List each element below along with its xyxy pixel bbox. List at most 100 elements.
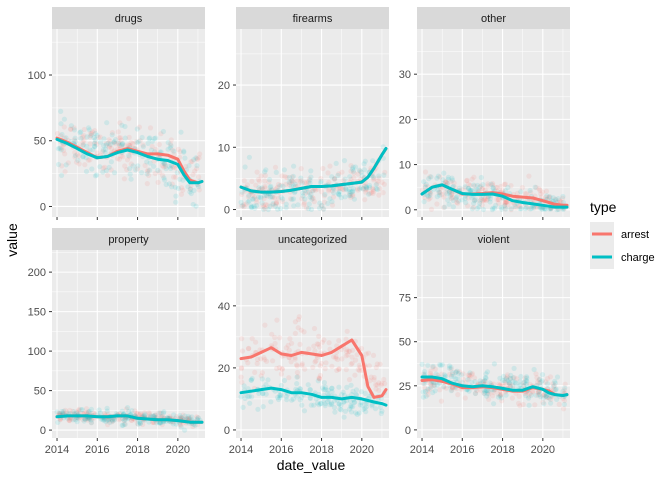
y-tick-label: 25 (399, 381, 411, 393)
data-point (283, 205, 289, 211)
data-point (86, 125, 92, 131)
data-point (501, 181, 507, 188)
data-point (80, 417, 86, 423)
data-point (455, 370, 461, 376)
data-point (369, 403, 375, 409)
data-point (165, 146, 171, 152)
data-point (247, 400, 253, 406)
x-tick-label: 2020 (350, 444, 374, 456)
data-point (425, 392, 431, 398)
data-point (149, 143, 155, 150)
data-point (307, 387, 313, 393)
data-point (275, 394, 281, 401)
data-point (328, 400, 335, 406)
data-point (479, 202, 485, 208)
data-point (345, 352, 351, 358)
data-point (162, 177, 168, 183)
data-point (341, 158, 348, 164)
data-point (285, 342, 291, 348)
data-point (540, 399, 546, 405)
data-point (424, 192, 430, 198)
data-point (489, 207, 495, 213)
data-point (489, 182, 496, 188)
data-point (379, 408, 385, 414)
data-point (132, 408, 138, 414)
data-point (516, 384, 522, 390)
data-point (435, 187, 441, 193)
facet-uncategorized: uncategorized 0 20 40 2014 2016 2018 2020 (218, 228, 389, 456)
data-point (376, 173, 382, 179)
data-point (307, 395, 313, 401)
data-point (260, 404, 266, 410)
data-point (242, 395, 248, 401)
data-point (350, 188, 356, 194)
data-point (139, 170, 145, 176)
data-point (107, 143, 113, 149)
x-tick-label: 2014 (45, 444, 69, 456)
data-point (511, 201, 518, 207)
data-point (480, 379, 486, 385)
strip-label-other: other (481, 13, 506, 25)
data-point (170, 164, 176, 170)
data-point (349, 354, 355, 360)
data-point (300, 193, 306, 199)
data-point (109, 417, 115, 423)
data-point (290, 173, 296, 179)
data-point (521, 380, 527, 386)
trend-line-charge-other (420, 183, 569, 209)
data-point (173, 193, 179, 199)
data-point (92, 128, 98, 134)
data-point (313, 358, 319, 364)
data-point (548, 400, 554, 406)
data-point (543, 379, 549, 385)
data-point (523, 191, 530, 197)
data-point (498, 391, 504, 397)
data-point (523, 381, 529, 387)
data-point (104, 417, 110, 423)
data-point (526, 395, 532, 401)
data-point (270, 194, 276, 200)
data-point (72, 135, 78, 141)
data-point (509, 395, 515, 401)
data-point (482, 378, 488, 384)
data-point (308, 174, 314, 180)
data-point (373, 186, 379, 192)
data-point (514, 190, 521, 196)
data-point (241, 383, 247, 389)
data-point (423, 393, 429, 399)
data-point (488, 181, 494, 187)
data-point (178, 414, 184, 420)
x-tick-label: 2016 (450, 444, 474, 456)
data-point (151, 413, 157, 419)
data-point (140, 144, 146, 150)
data-point (127, 166, 133, 172)
data-point (427, 381, 434, 387)
data-point (185, 184, 191, 190)
data-point (119, 408, 125, 414)
data-point (144, 171, 150, 177)
data-point (446, 363, 453, 369)
data-point (272, 203, 278, 209)
data-point (253, 196, 259, 202)
data-point (329, 199, 335, 205)
data-point (512, 203, 518, 209)
data-point (156, 410, 162, 416)
data-point (104, 120, 110, 126)
data-point (306, 201, 312, 207)
data-point (260, 391, 266, 397)
data-point (272, 195, 278, 201)
data-point (301, 200, 308, 206)
data-point (196, 174, 202, 180)
data-point (331, 404, 337, 411)
data-point (250, 192, 256, 198)
data-point (380, 190, 386, 196)
data-point (332, 409, 338, 415)
data-point (241, 178, 247, 184)
data-point (449, 385, 455, 391)
data-point (286, 375, 292, 381)
data-point (518, 206, 524, 212)
data-point (92, 130, 99, 137)
data-point (330, 186, 337, 192)
data-point (518, 189, 524, 195)
data-point (374, 186, 380, 192)
